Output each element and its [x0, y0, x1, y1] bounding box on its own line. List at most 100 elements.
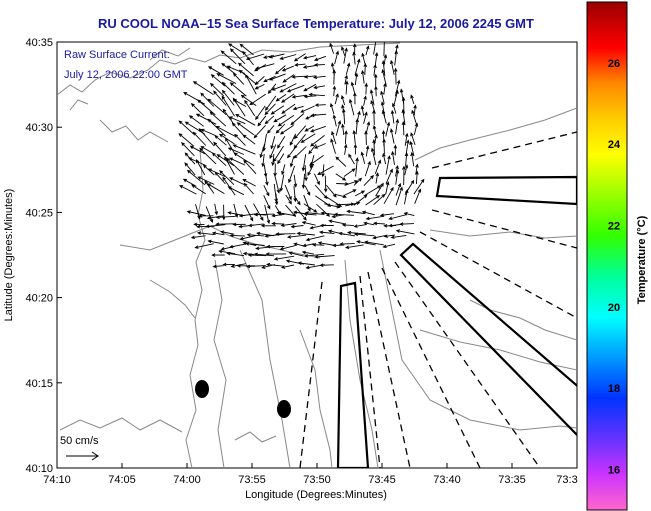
- current-vector: [364, 240, 384, 246]
- current-vector: [395, 118, 400, 135]
- current-vector: [381, 60, 386, 76]
- colorbar-tick-label: 18: [608, 383, 620, 395]
- current-vector: [361, 52, 366, 65]
- current-vector: [414, 188, 422, 204]
- current-vector: [345, 80, 349, 95]
- current-vector: [219, 170, 235, 186]
- current-vector: [244, 204, 254, 222]
- current-vector: [233, 203, 239, 218]
- current-vector: [268, 53, 285, 59]
- current-vector: [339, 242, 355, 246]
- current-vector: [229, 177, 245, 185]
- current-vector: [253, 124, 266, 139]
- current-vector: [340, 95, 346, 106]
- current-vector: [353, 143, 358, 155]
- current-vector: [341, 223, 354, 227]
- current-vector: [270, 105, 285, 115]
- current-vector: [290, 224, 304, 229]
- current-vector: [341, 108, 346, 125]
- current-vector: [247, 223, 264, 228]
- current-vector: [211, 231, 225, 236]
- current-vector: [179, 185, 197, 195]
- current-vector: [237, 62, 254, 77]
- current-vector: [212, 264, 224, 269]
- current-vector: [269, 144, 277, 159]
- current-vector: [275, 232, 296, 236]
- current-vector: [354, 190, 366, 197]
- current-vector: [293, 146, 307, 159]
- current-vector: [321, 164, 325, 178]
- current-vector: [285, 259, 304, 265]
- current-vector: [192, 131, 207, 146]
- current-vector: [383, 186, 394, 205]
- current-vector: [332, 85, 337, 97]
- current-vector: [243, 159, 257, 175]
- current-vector: [372, 138, 376, 156]
- current-vector: [409, 140, 415, 157]
- current-vector: [271, 84, 287, 91]
- current-vector: [301, 154, 307, 172]
- current-vector: [265, 262, 284, 267]
- current-vector: [379, 213, 394, 217]
- current-vector: [348, 153, 355, 165]
- current-vector: [343, 47, 348, 64]
- y-tick-label: 40:30: [25, 122, 53, 134]
- current-vector: [292, 105, 304, 111]
- current-vector: [311, 242, 325, 247]
- current-vector: [413, 178, 425, 195]
- current-vector: [410, 132, 416, 146]
- current-vector: [352, 43, 357, 55]
- colorbar-tick-label: 20: [608, 302, 620, 314]
- current-vector: [346, 209, 365, 214]
- current-vector: [238, 69, 257, 85]
- current-vector: [229, 233, 245, 238]
- current-vector: [184, 162, 196, 176]
- current-vector: [246, 233, 265, 237]
- current-vector: [375, 172, 380, 184]
- current-vector: [314, 103, 326, 107]
- current-vector: [242, 179, 256, 187]
- beam-polygons: [336, 175, 577, 468]
- current-vector: [329, 102, 335, 115]
- current-vector-field: [178, 42, 425, 270]
- current-vector: [232, 222, 246, 227]
- current-vector: [354, 72, 359, 86]
- colorbar: [586, 1, 628, 511]
- current-vector: [265, 95, 277, 111]
- current-vector: [276, 211, 296, 217]
- current-vector: [372, 109, 376, 125]
- current-vector: [206, 183, 225, 194]
- current-vector: [220, 230, 235, 235]
- colorbar-label: Temperature (°C): [636, 215, 648, 304]
- current-vector: [374, 85, 378, 97]
- current-vector: [393, 67, 398, 85]
- current-vector: [335, 120, 342, 136]
- current-vector: [312, 75, 326, 80]
- current-vector: [345, 62, 351, 75]
- current-vector: [353, 224, 367, 228]
- current-vector: [302, 55, 317, 60]
- current-vector: [215, 222, 235, 226]
- current-vector: [227, 186, 245, 196]
- current-vector: [404, 132, 409, 146]
- current-vector: [352, 51, 356, 65]
- current-vector: [232, 144, 256, 155]
- current-vector: [211, 253, 225, 257]
- annotation-line-1: Raw Surface Current:: [64, 49, 170, 61]
- current-vector: [324, 203, 341, 209]
- current-vector: [183, 91, 206, 105]
- current-vector: [380, 101, 386, 117]
- current-vector: [395, 186, 403, 206]
- current-vector: [372, 221, 385, 226]
- current-vector: [279, 83, 297, 93]
- current-vector: [244, 99, 256, 117]
- current-vector: [360, 105, 365, 116]
- current-vector: [242, 251, 254, 256]
- current-vector: [394, 79, 401, 97]
- current-vector: [335, 173, 347, 181]
- current-vector: [314, 184, 328, 200]
- current-vector: [343, 143, 348, 155]
- x-tick-label: 74:10: [43, 474, 71, 486]
- current-vector: [302, 243, 315, 248]
